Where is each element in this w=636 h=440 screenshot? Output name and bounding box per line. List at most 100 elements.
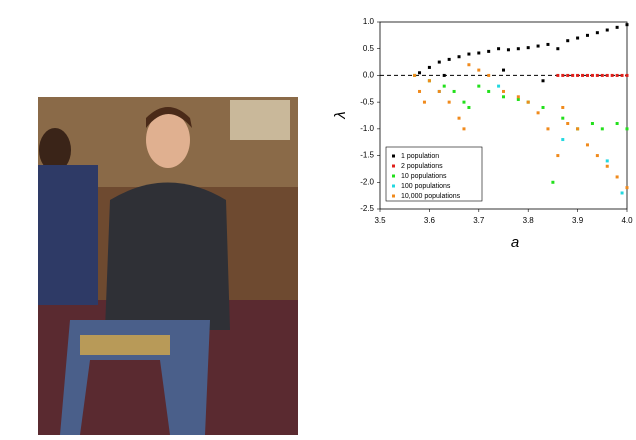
legend-marker — [392, 184, 395, 188]
photo — [38, 97, 298, 435]
x-tick-label: 3.9 — [572, 216, 584, 225]
point — [566, 73, 570, 77]
y-tick-label: -1.0 — [360, 124, 374, 133]
point — [536, 44, 540, 48]
x-tick-label: 3.8 — [523, 216, 535, 225]
point — [447, 100, 451, 104]
point — [418, 89, 422, 93]
point — [487, 73, 491, 77]
point — [442, 73, 446, 77]
point — [502, 68, 505, 72]
point — [551, 180, 555, 184]
point — [576, 73, 580, 77]
point — [516, 47, 520, 51]
point — [467, 52, 471, 56]
point — [625, 23, 629, 27]
point — [585, 33, 589, 37]
point — [437, 89, 441, 93]
point — [595, 154, 599, 158]
point — [605, 159, 609, 163]
point — [497, 47, 501, 51]
point — [595, 73, 599, 77]
point — [437, 60, 441, 64]
y-tick-label: 0.5 — [363, 44, 375, 53]
x-tick-label: 3.6 — [424, 216, 436, 225]
point — [566, 122, 570, 126]
point — [526, 46, 530, 50]
y-axis-label: λ — [332, 111, 349, 119]
legend-marker — [392, 154, 395, 158]
y-tick-label: 1.0 — [363, 17, 375, 26]
point — [541, 105, 545, 109]
point — [447, 57, 451, 61]
x-tick-label: 4.0 — [621, 216, 633, 225]
point — [595, 31, 599, 35]
y-tick-label: -2.5 — [360, 204, 374, 213]
point — [615, 73, 619, 77]
legend-marker — [392, 164, 395, 168]
point — [457, 55, 461, 59]
x-tick-label: 3.7 — [473, 216, 485, 225]
point — [487, 49, 491, 53]
point — [502, 95, 505, 99]
legend — [385, 146, 483, 202]
point — [516, 97, 520, 101]
point — [477, 84, 481, 88]
y-tick-label: -1.5 — [360, 151, 374, 160]
point — [506, 48, 510, 52]
point — [585, 73, 589, 77]
point — [585, 143, 589, 147]
point — [561, 105, 565, 109]
legend-label: 100 populations — [401, 183, 451, 190]
legend-marker — [392, 174, 395, 178]
point — [487, 89, 491, 93]
point — [442, 84, 446, 88]
point — [605, 73, 609, 77]
point — [561, 116, 565, 120]
point — [610, 73, 614, 77]
y-tick-label: -0.5 — [360, 97, 374, 106]
point — [556, 154, 560, 158]
point — [620, 73, 624, 77]
point — [556, 47, 560, 51]
point — [516, 95, 520, 99]
y-tick-label: 0.0 — [363, 71, 375, 80]
point — [546, 42, 550, 46]
point — [625, 186, 629, 190]
plot-frame — [379, 21, 628, 210]
point — [413, 73, 417, 77]
point — [625, 73, 629, 77]
point — [620, 191, 624, 195]
legend-label: 10 populations — [401, 173, 447, 180]
point — [600, 73, 604, 77]
point — [462, 127, 466, 131]
point — [561, 73, 565, 77]
point — [467, 63, 471, 67]
point — [418, 71, 422, 75]
point — [477, 68, 481, 72]
point — [576, 36, 580, 40]
legend-label: 10,000 populations — [401, 193, 461, 200]
point — [462, 100, 466, 104]
point — [561, 138, 565, 142]
point — [625, 127, 629, 131]
point — [526, 100, 530, 104]
point — [566, 39, 570, 43]
point — [502, 89, 505, 93]
point — [477, 51, 481, 55]
point — [605, 28, 609, 32]
legend-label: 1 population — [401, 153, 439, 160]
point — [615, 175, 619, 179]
point — [605, 164, 609, 168]
point — [536, 111, 540, 115]
point — [467, 105, 471, 109]
point — [452, 89, 456, 93]
x-axis-label: a — [511, 234, 519, 251]
point — [541, 79, 545, 83]
point — [556, 73, 560, 77]
point — [427, 65, 431, 69]
y-tick-label: -2.0 — [360, 177, 374, 186]
point — [422, 100, 426, 104]
